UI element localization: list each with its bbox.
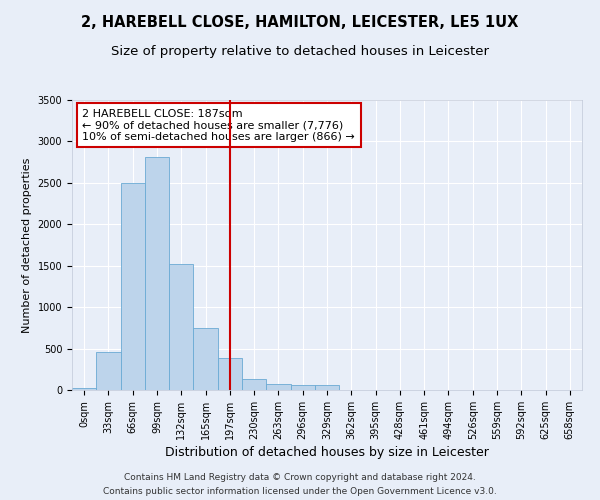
X-axis label: Distribution of detached houses by size in Leicester: Distribution of detached houses by size … — [165, 446, 489, 459]
Bar — [169, 264, 193, 390]
Text: Size of property relative to detached houses in Leicester: Size of property relative to detached ho… — [111, 45, 489, 58]
Bar — [218, 358, 242, 390]
Bar — [266, 384, 290, 390]
Bar — [145, 157, 169, 390]
Text: Contains public sector information licensed under the Open Government Licence v3: Contains public sector information licen… — [103, 486, 497, 496]
Text: 2, HAREBELL CLOSE, HAMILTON, LEICESTER, LE5 1UX: 2, HAREBELL CLOSE, HAMILTON, LEICESTER, … — [82, 15, 518, 30]
Text: 2 HAREBELL CLOSE: 187sqm
← 90% of detached houses are smaller (7,776)
10% of sem: 2 HAREBELL CLOSE: 187sqm ← 90% of detach… — [82, 108, 355, 142]
Bar — [315, 386, 339, 390]
Bar — [96, 352, 121, 390]
Bar — [242, 379, 266, 390]
Bar — [72, 388, 96, 390]
Bar — [193, 328, 218, 390]
Bar — [121, 183, 145, 390]
Y-axis label: Number of detached properties: Number of detached properties — [22, 158, 32, 332]
Text: Contains HM Land Registry data © Crown copyright and database right 2024.: Contains HM Land Registry data © Crown c… — [124, 473, 476, 482]
Bar — [290, 386, 315, 390]
